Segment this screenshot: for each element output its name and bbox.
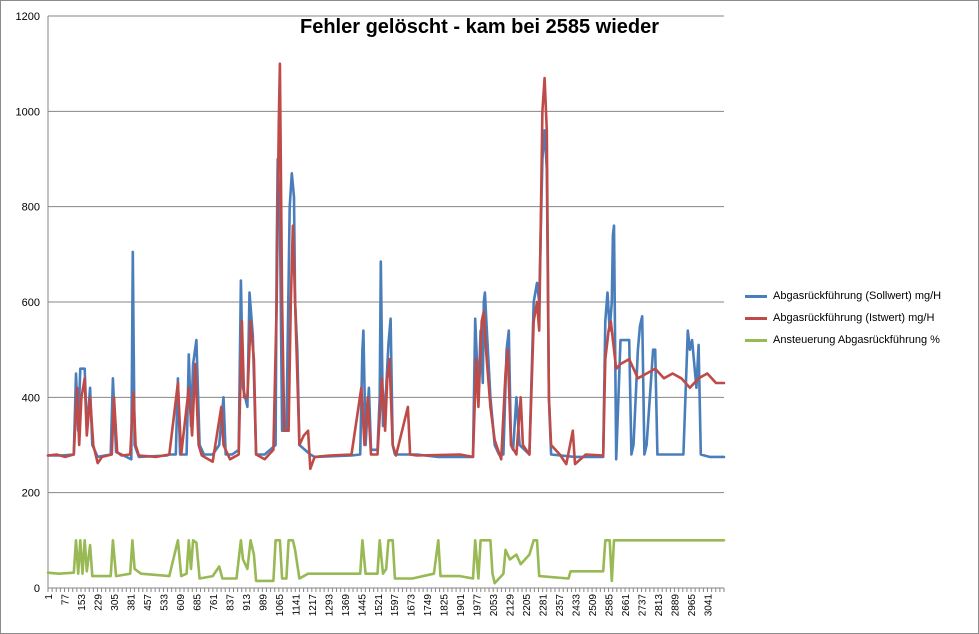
x-tick-label: 2965 [687,594,698,617]
x-tick-label: 2661 [621,594,632,617]
x-tick-label: 1141 [291,594,302,616]
x-tick-label: 2053 [489,594,500,617]
x-tick-label: 533 [159,594,170,611]
chart-title: Fehler gelöscht - kam bei 2585 wieder [300,16,660,38]
x-tick-label: 1 [44,594,55,600]
x-tick-label: 1293 [324,594,335,617]
legend-item-ansteuerung: Ansteuerung Abgasrückführung % [745,329,975,351]
x-tick-label: 1977 [473,594,484,617]
x-tick-label: 2205 [522,594,533,617]
x-tick-label: 153 [77,594,88,611]
series-line-ansteuerung [46,539,726,585]
legend-swatch-ansteuerung [745,338,767,342]
x-tick-label: 761 [209,594,220,611]
x-tick-label: 1673 [407,594,418,617]
x-tick-label: 837 [225,594,236,611]
x-tick-label: 1369 [341,594,352,617]
x-tick-label: 1901 [456,594,467,617]
chart-legend: Abgasrückführung (Sollwert) mg/H Abgasrü… [745,285,975,351]
x-tick-label: 2281 [539,594,550,617]
x-tick-label: 2813 [654,594,665,617]
legend-swatch-istwert [745,316,767,320]
x-tick-label: 229 [93,594,104,611]
x-tick-label: 2357 [555,594,566,617]
x-tick-label: 3041 [704,594,715,617]
x-tick-label: 1065 [275,594,286,617]
legend-swatch-sollwert [745,294,767,298]
legend-item-istwert: Abgasrückführung (Istwert) mg/H [745,307,975,329]
x-tick-label: 1521 [374,594,385,617]
x-tick-label: 2433 [572,594,583,617]
x-tick-label: 2129 [506,594,517,617]
y-tick-label: 400 [22,392,40,404]
y-tick-label: 600 [22,297,40,309]
x-tick-label: 989 [258,594,269,611]
x-tick-label: 457 [143,594,154,611]
y-tick-label: 800 [22,202,40,214]
y-tick-label: 1000 [16,106,40,118]
x-tick-label: 77 [60,594,71,606]
x-tick-label: 1217 [308,594,319,617]
x-tick-label: 685 [192,594,203,611]
y-tick-label: 200 [22,488,40,500]
x-tick-label: 2509 [588,594,599,617]
x-tick-label: 1597 [390,594,401,617]
y-tick-label: 1200 [16,11,40,23]
x-tick-label: 305 [110,594,121,611]
legend-item-sollwert: Abgasrückführung (Sollwert) mg/H [745,285,975,307]
x-tick-label: 381 [126,594,137,611]
series-line-istwert [46,62,726,471]
x-tick-label: 1825 [440,594,451,617]
x-tick-label: 913 [242,594,253,611]
x-tick-label: 2737 [638,594,649,617]
legend-label-istwert: Abgasrückführung (Istwert) mg/H [773,312,935,324]
x-tick-label: 1749 [423,594,434,617]
x-tick-label: 1445 [357,594,368,617]
x-tick-label: 2585 [605,594,616,617]
x-tick-label: 2889 [671,594,682,617]
legend-label-ansteuerung: Ansteuerung Abgasrückführung % [773,334,940,346]
x-tick-label: 609 [176,594,187,611]
y-tick-label: 0 [34,583,40,595]
legend-label-sollwert: Abgasrückführung (Sollwert) mg/H [773,290,942,302]
